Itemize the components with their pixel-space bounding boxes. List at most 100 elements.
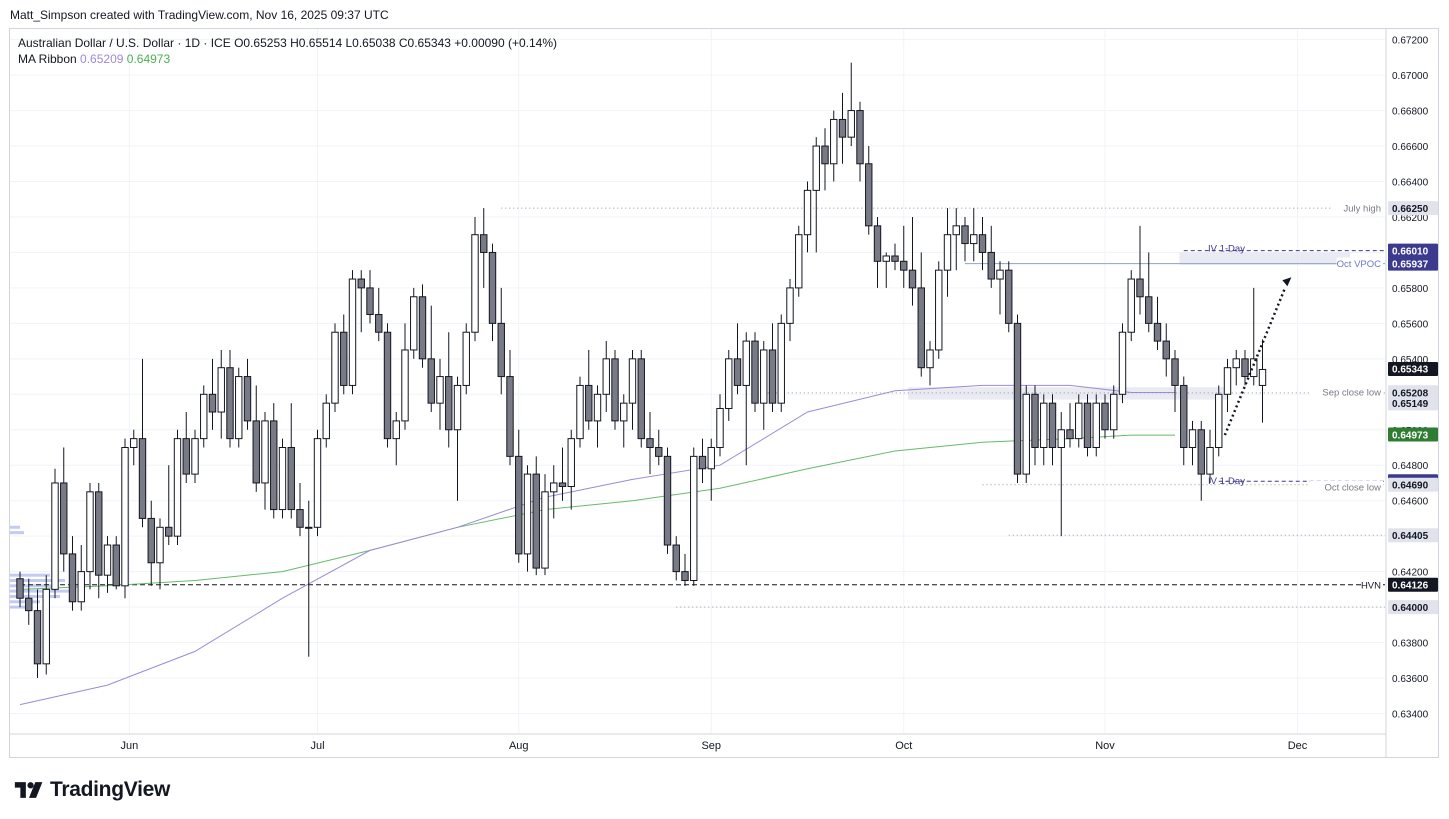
legend-symbol-row[interactable]: Australian Dollar / U.S. Dollar · 1D · I…	[18, 35, 557, 51]
brand[interactable]: TradingView	[12, 778, 170, 802]
candle	[602, 341, 610, 413]
candle	[515, 429, 523, 563]
candle	[235, 367, 243, 448]
annotations: July high IV 1-Day Oct VPOC Sep close low IV…	[1208, 202, 1383, 591]
price-label-text: 0.66010	[1392, 246, 1429, 257]
candle	[1031, 385, 1039, 466]
candle	[471, 216, 479, 342]
candle	[138, 358, 147, 528]
price-label-bg	[1388, 477, 1438, 492]
candle	[838, 92, 847, 164]
ohlc-values: O0.65253 H0.65514 L0.65038 C0.65343 +0.0…	[234, 36, 558, 50]
candle	[970, 208, 978, 262]
candle-body	[795, 234, 803, 289]
candle-body	[637, 358, 645, 440]
candle	[270, 403, 278, 519]
candle	[322, 394, 330, 448]
candle	[95, 482, 103, 599]
candle	[226, 349, 234, 448]
candle-body	[410, 296, 418, 351]
time-axis[interactable]: Jun Jul Aug Sep Oct Nov Dec	[9, 733, 1386, 752]
candle-body	[742, 340, 750, 386]
x-tick-label: Jul	[310, 740, 324, 752]
volume-profile-bar	[10, 573, 50, 577]
candle	[313, 429, 322, 537]
candle	[488, 243, 497, 342]
price-axis[interactable]: 0.67200 0.67000 0.66800 0.66600 0.66400 0.662…	[1385, 28, 1438, 757]
candle	[663, 447, 672, 554]
x-tick-label: Oct	[895, 740, 912, 752]
candle-body	[1188, 429, 1197, 448]
candle	[366, 270, 374, 324]
candle	[742, 332, 750, 466]
price-label-bg	[1388, 427, 1438, 442]
candle-body	[900, 260, 908, 271]
candle	[243, 358, 252, 430]
candle-body	[1118, 331, 1127, 395]
candle	[1223, 358, 1232, 413]
candle-body	[908, 269, 917, 289]
candle-body	[926, 349, 934, 369]
candle	[987, 225, 995, 288]
candle	[1092, 394, 1100, 457]
candle	[287, 403, 295, 519]
volume-profile-bar	[10, 594, 60, 598]
candle-body	[156, 526, 164, 564]
annotation-bg	[1363, 578, 1383, 591]
candle	[480, 208, 488, 288]
price-label: 0.65937	[1388, 256, 1438, 271]
price-label: 0.64000	[1388, 600, 1438, 615]
legend-ma-row[interactable]: MA Ribbon 0.65209 0.64973	[18, 51, 557, 67]
candle	[357, 270, 365, 333]
annotation-bg	[1310, 480, 1383, 493]
price-label-bg	[1388, 243, 1438, 258]
candle	[926, 341, 934, 386]
candle	[86, 482, 94, 590]
candle-body	[445, 376, 453, 431]
candle	[1171, 349, 1179, 413]
candle	[130, 429, 138, 466]
oct-close-low-label: Oct close low	[1325, 482, 1382, 493]
candle	[882, 252, 890, 288]
candle	[1153, 296, 1162, 350]
candle	[1057, 412, 1065, 537]
x-tick-label: Nov	[1095, 740, 1115, 752]
candle	[401, 323, 409, 430]
candle-body	[200, 393, 208, 440]
candle	[900, 225, 908, 288]
symbol-name: Australian Dollar / U.S. Dollar · 1D · I…	[18, 36, 231, 50]
candle-body	[182, 438, 190, 475]
price-label-bg	[1388, 528, 1438, 543]
candle-body	[611, 358, 619, 422]
price-label-bg	[1388, 201, 1438, 216]
candle-body	[961, 225, 969, 245]
candle-body	[593, 393, 602, 422]
candle-body	[716, 407, 724, 448]
candle-body	[130, 438, 138, 448]
candle-body	[1127, 278, 1135, 333]
candle-body	[1013, 322, 1022, 475]
candle-body	[1258, 368, 1267, 386]
candle-body	[278, 446, 287, 511]
candle	[760, 341, 768, 430]
candle-body	[1031, 393, 1039, 448]
candle-body	[112, 544, 120, 587]
candle	[296, 482, 304, 537]
candle-body	[313, 438, 322, 528]
candle	[453, 376, 462, 501]
candle-body	[1171, 358, 1179, 386]
candle-body	[856, 110, 864, 165]
candle	[252, 385, 260, 492]
y-tick-label: 0.67000	[1392, 71, 1429, 82]
candle	[935, 261, 943, 359]
candle	[567, 429, 575, 510]
candle-body	[978, 234, 987, 253]
candle-body	[60, 482, 68, 555]
volume-profile-bar	[10, 578, 65, 582]
candle-body	[173, 438, 182, 537]
candle-body	[830, 118, 838, 165]
candle	[191, 429, 199, 483]
candle-body	[1206, 446, 1214, 475]
candle	[340, 314, 348, 395]
